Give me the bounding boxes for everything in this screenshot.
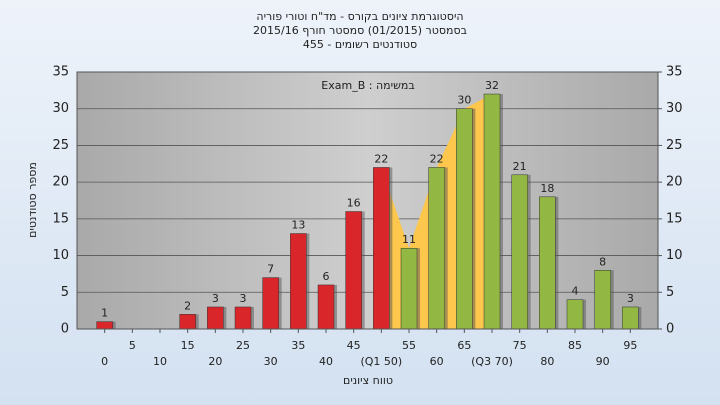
x-tick-label: 65 xyxy=(457,339,471,352)
x-tick-label: 90 xyxy=(596,355,610,368)
x-tick-label: 5 xyxy=(129,339,136,352)
y2-tick-label: 25 xyxy=(666,138,683,153)
x-tick-label: 80 xyxy=(540,355,554,368)
bar xyxy=(345,211,362,330)
x-tick-label: 40 xyxy=(319,355,333,368)
y2-tick-label: 20 xyxy=(666,175,683,190)
data-label: 1 xyxy=(101,307,108,320)
data-label: 3 xyxy=(627,292,634,305)
y2-tick-label: 0 xyxy=(666,322,674,337)
y2-tick-label: 30 xyxy=(666,101,683,116)
x-tick-label: 45 xyxy=(347,339,361,352)
data-label: 7 xyxy=(267,263,274,276)
x-tick-label: 10 xyxy=(153,355,167,368)
y-tick-label: 5 xyxy=(61,285,69,300)
x-tick-label: 60 xyxy=(430,355,444,368)
x-tick-label: 55 xyxy=(402,339,416,352)
title-line: היסטוגרמת ציונים בקורס - מד"ח וטורי פורי… xyxy=(256,10,463,23)
bar xyxy=(207,306,224,330)
bar xyxy=(483,93,501,330)
y-tick-label: 30 xyxy=(52,101,69,116)
data-label: 6 xyxy=(323,270,330,283)
y-tick-label: 15 xyxy=(52,211,69,226)
y-tick-label: 25 xyxy=(52,138,69,153)
y-tick-label: 20 xyxy=(52,175,69,190)
x-tick-label: (Q1 50) xyxy=(360,355,402,368)
x-tick-label: 75 xyxy=(513,339,527,352)
annotation: במשימה : Exam_B xyxy=(321,79,414,92)
data-label: 30 xyxy=(457,94,471,107)
bar xyxy=(179,314,196,330)
bar xyxy=(96,321,113,330)
data-label: 32 xyxy=(485,79,499,92)
data-label: 2 xyxy=(184,299,191,312)
y-tick-label: 0 xyxy=(61,322,69,337)
title-line: סטודנטים רשומים - 455 xyxy=(303,38,417,51)
x-tick-label: 20 xyxy=(208,355,222,368)
y2-tick-label: 15 xyxy=(666,211,683,226)
x-tick-label: 0 xyxy=(101,355,108,368)
x-tick-label: 35 xyxy=(291,339,305,352)
y-tick-label: 35 xyxy=(52,65,69,80)
bar xyxy=(290,233,307,330)
plot-border xyxy=(76,71,659,330)
x-tick-label: 95 xyxy=(623,339,637,352)
x-tick-label: (Q3 70) xyxy=(471,355,513,368)
bar xyxy=(456,108,473,330)
data-label: 8 xyxy=(599,255,606,268)
bar xyxy=(317,284,335,330)
data-label: 3 xyxy=(240,292,247,305)
x-tick-label: 30 xyxy=(264,355,278,368)
bar xyxy=(234,306,252,330)
x-tick-label: 85 xyxy=(568,339,582,352)
y2-tick-label: 35 xyxy=(666,65,683,80)
data-label: 18 xyxy=(540,182,554,195)
bar xyxy=(566,299,584,330)
bar xyxy=(511,174,528,330)
y-axis-label: מספר סטודנטים xyxy=(26,162,39,238)
data-label: 16 xyxy=(347,197,361,210)
title-line: בסמסטר (01/2015) סמסטר חורף 2015/16 xyxy=(253,24,467,37)
bar xyxy=(262,277,279,330)
x-axis-label: טווח ציונים xyxy=(343,374,393,387)
plot-area xyxy=(76,71,659,330)
data-label: 21 xyxy=(513,160,527,173)
data-label: 3 xyxy=(212,292,219,305)
bar xyxy=(400,247,418,330)
y2-tick-label: 5 xyxy=(666,285,674,300)
data-label: 11 xyxy=(402,233,416,246)
y-tick-label: 10 xyxy=(52,248,69,263)
y2-tick-label: 10 xyxy=(666,248,683,263)
data-label: 22 xyxy=(374,152,388,165)
bar xyxy=(622,306,639,330)
data-label: 13 xyxy=(291,219,305,232)
bar xyxy=(594,270,611,330)
x-tick-label: 25 xyxy=(236,339,250,352)
bar xyxy=(539,196,556,330)
data-label: 4 xyxy=(572,285,579,298)
x-tick-label: 15 xyxy=(181,339,195,352)
data-label: 22 xyxy=(430,152,444,165)
bar xyxy=(373,167,390,330)
bar xyxy=(428,167,445,330)
